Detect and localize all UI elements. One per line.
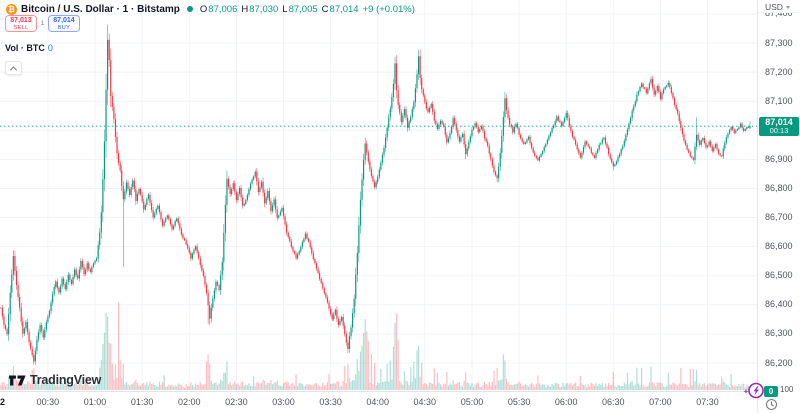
tradingview-logo-icon (9, 374, 26, 386)
price-tick-label: 87,100 (765, 95, 793, 106)
time-tick-label: 04:30 (413, 397, 437, 407)
time-tick-label: 00:30 (36, 397, 60, 407)
chevron-up-icon (9, 65, 18, 73)
last-price-badge: 87,014 00:13 (759, 116, 799, 136)
open-key: O (199, 3, 208, 15)
day-boundary-label: 2 (0, 397, 6, 407)
time-tick-label: 05:30 (507, 397, 531, 407)
symbol-legend[interactable]: ₿ Bitcoin / U.S. Dollar · 1 · Bitstamp O… (6, 3, 415, 15)
time-tick-label: 01:00 (83, 397, 107, 407)
high-key: H (241, 3, 249, 15)
volume-axis-badge: 0 (764, 386, 778, 397)
tradingview-logo-text: TradingView (30, 373, 102, 387)
time-tick-label: 07:30 (696, 397, 719, 407)
price-tick-label: 86,500 (765, 270, 793, 281)
time-tick-label: 03:30 (319, 397, 342, 407)
sell-button[interactable]: 87,013 SELL (5, 15, 37, 32)
ai-lightning-icon[interactable] (742, 380, 766, 401)
spread-value: 1 (40, 20, 45, 27)
open-value: 87,006 (208, 3, 238, 15)
price-tick-label: 86,900 (765, 153, 793, 164)
high-value: 87,030 (249, 3, 279, 15)
last-price-value: 87,014 (765, 116, 793, 127)
collapse-legend-button[interactable] (5, 61, 22, 75)
change-value: +9 (+0.01%) (362, 3, 415, 15)
price-tick-label: 87,300 (765, 37, 793, 48)
time-tick-label: 01:30 (130, 397, 154, 407)
time-axis[interactable]: 00:30 01:00 01:30 02:00 02:30 03:00 03:30 04:00… (0, 391, 757, 413)
time-tick-label: 07:00 (649, 397, 672, 407)
price-tick-label: 86,300 (765, 328, 793, 339)
buy-label: BUY (57, 24, 71, 31)
volume-legend: Vol · BTC 0 (5, 43, 53, 53)
chevron-down-icon (785, 6, 790, 9)
bar-countdown: 00:13 (769, 125, 789, 135)
currency-label: USD (765, 2, 783, 12)
price-tick-label: 86,200 (765, 357, 793, 368)
time-tick-label: 06:30 (602, 397, 625, 407)
close-key: C (321, 3, 329, 15)
market-status-dot-icon[interactable] (186, 6, 193, 12)
time-tick-label: 06:00 (554, 397, 578, 407)
time-tick-label: 05:00 (460, 397, 484, 407)
volume-label: Vol · BTC (5, 43, 45, 53)
time-tick-label: 03:00 (272, 397, 295, 407)
time-tick-label: 04:00 (366, 397, 389, 407)
time-tick-label: 02:30 (225, 397, 248, 407)
tradingview-logo[interactable]: TradingView (9, 373, 101, 387)
price-tick-label: 86,800 (765, 183, 793, 193)
buy-button[interactable]: 87,014 BUY (48, 15, 80, 32)
close-value: 87,014 (329, 3, 359, 15)
symbol-title[interactable]: Bitcoin / U.S. Dollar · 1 · Bitstamp (21, 3, 180, 15)
volume-value: 0 (47, 43, 53, 53)
volume-axis-tick: 100 (780, 385, 794, 394)
trade-buttons: 87,013 SELL 1 87,014 BUY (5, 15, 80, 32)
price-axis-currency[interactable]: USD (758, 0, 800, 13)
price-tick-label: 86,700 (765, 212, 793, 222)
clock-icon[interactable] (765, 398, 778, 411)
price-tick-label: 86,600 (765, 241, 793, 252)
sell-price: 87,013 (10, 16, 32, 24)
time-tick-label: 02:00 (178, 397, 201, 407)
ohlc-readout: O 87,006 H 87,030 L 87,005 C 87,014 +9 (+0.0… (200, 4, 415, 15)
price-tick-label: 87,400 (765, 8, 793, 19)
buy-price: 87,014 (53, 16, 75, 24)
price-tick-label: 87,200 (765, 66, 793, 77)
price-tick-label: 86,400 (765, 299, 793, 310)
low-key: L (282, 3, 288, 15)
price-axis[interactable]: USD 87,400 87,300 87,200 87,100 86,900 86,800… (757, 0, 800, 413)
low-value: 87,005 (288, 3, 318, 15)
sell-label: SELL (13, 24, 29, 31)
bitcoin-logo-icon: ₿ (6, 3, 17, 15)
